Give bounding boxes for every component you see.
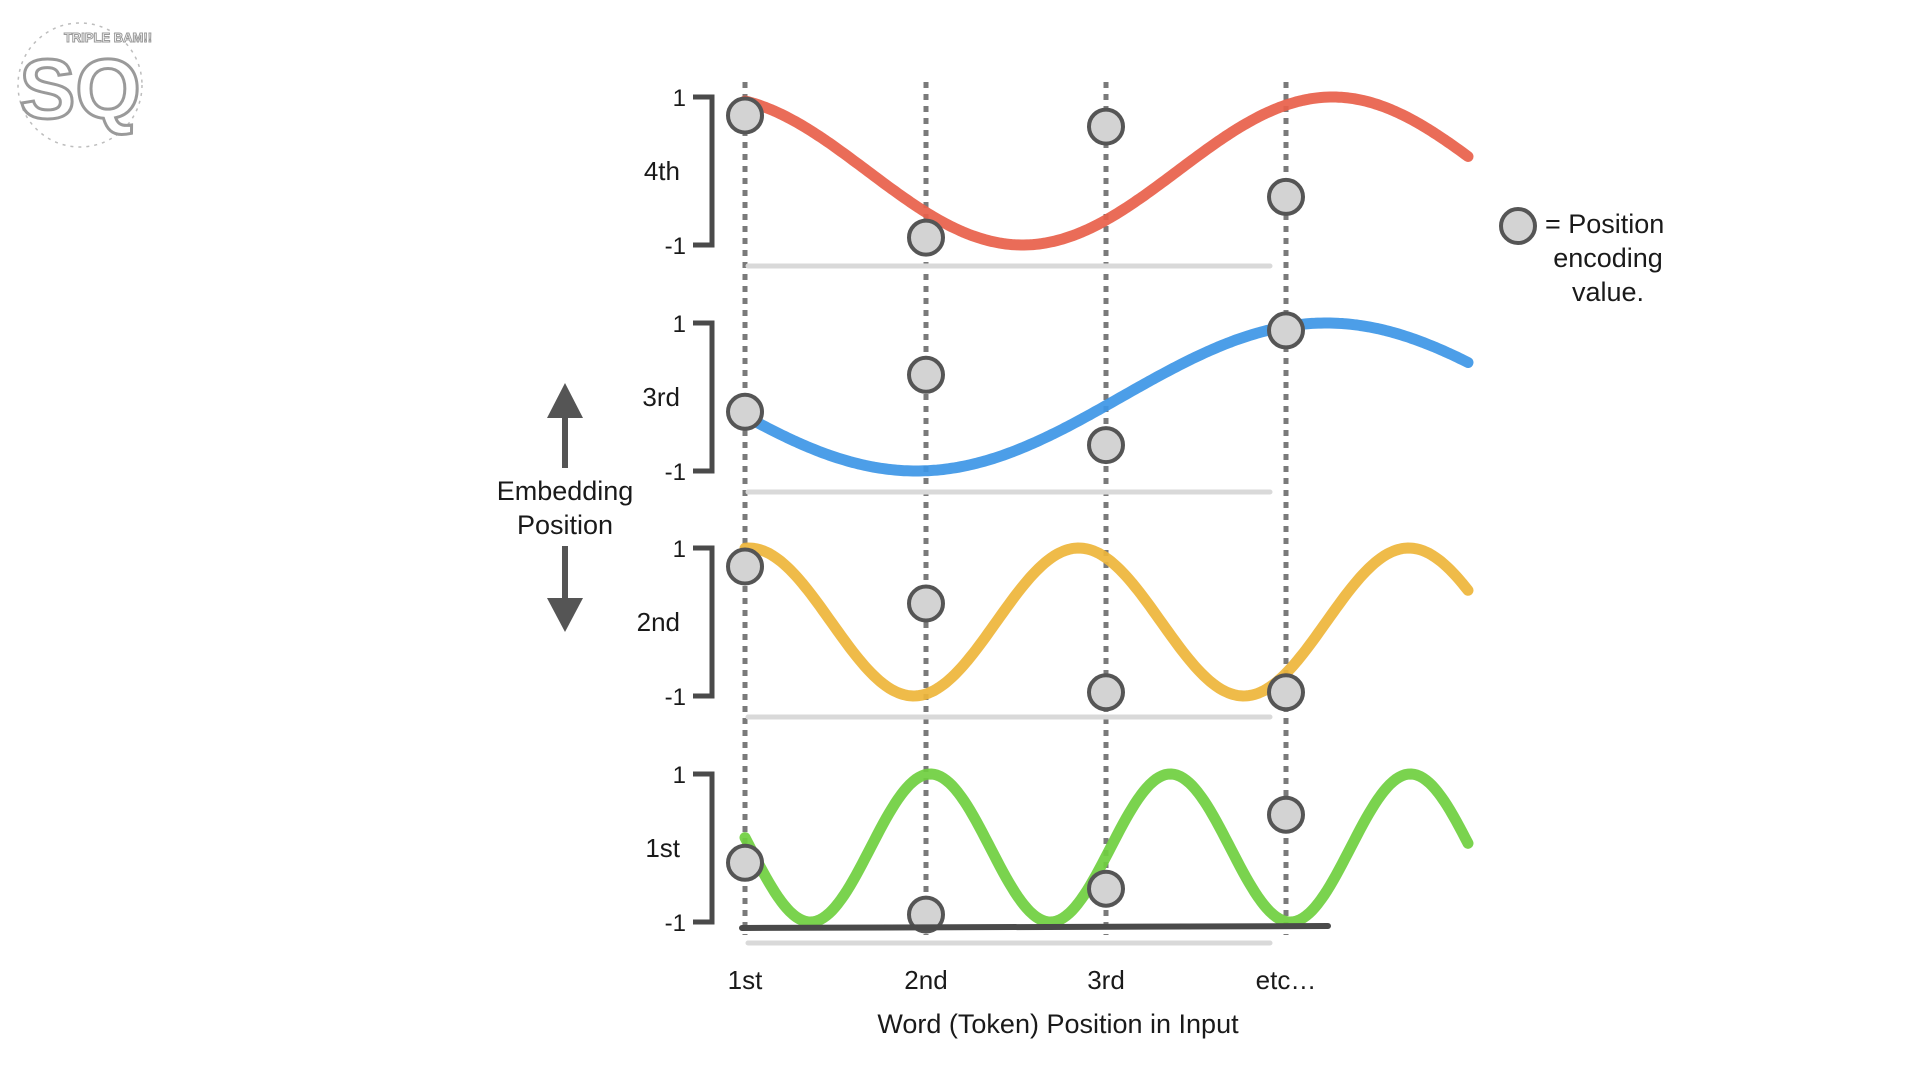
x-axis-title: Word (Token) Position in Input	[877, 1009, 1239, 1039]
position-marker-1st-2	[907, 895, 945, 934]
legend-line-1: = Position	[1545, 209, 1664, 239]
legend-marker-icon	[1499, 207, 1537, 245]
position-guide-lines	[742, 82, 1289, 935]
position-marker-4th-3	[1087, 107, 1125, 146]
wave-4th	[739, 91, 1474, 251]
panel-3rd: 1 -1 3rd	[642, 311, 1474, 495]
logo-text: SQ	[19, 42, 140, 136]
x-axis-line	[739, 923, 1331, 931]
legend: = Position encoding value.	[1499, 207, 1664, 307]
panel-2nd: 1 -1 2nd	[637, 536, 1474, 720]
y-max-label: 1	[673, 762, 686, 789]
position-markers	[726, 96, 1305, 934]
position-marker-2nd-3	[1087, 673, 1125, 712]
y-bracket	[693, 94, 715, 248]
x-tick-etc: etc…	[1256, 965, 1317, 995]
position-marker-3rd-1	[726, 392, 764, 431]
y-bracket	[693, 771, 715, 925]
y-min-label: -1	[665, 910, 686, 937]
wave-2nd	[739, 542, 1474, 702]
legend-line-3: value.	[1572, 277, 1644, 307]
logo: SQ TRIPLE BAM!!	[17, 22, 153, 148]
position-marker-1st-1	[726, 843, 764, 882]
position-marker-2nd-2	[907, 584, 945, 623]
y-max-label: 1	[673, 85, 686, 112]
panels: 1 -1 4th 1 -1 3rd 1 -1 2nd 1 -1 1st	[637, 85, 1474, 946]
x-tick-1st: 1st	[728, 965, 763, 995]
y-min-label: -1	[665, 684, 686, 711]
wave-1st	[739, 768, 1474, 928]
y-axis-title-line-2: Position	[517, 510, 613, 540]
arrow-up-icon	[547, 383, 583, 418]
panel-1st: 1 -1 1st	[645, 762, 1474, 946]
logo-tagline: TRIPLE BAM!!	[64, 30, 152, 45]
legend-line-2: encoding	[1553, 243, 1663, 273]
position-marker-3rd-2	[907, 355, 945, 394]
position-marker-4th-1	[726, 96, 764, 135]
y-min-label: -1	[665, 233, 686, 260]
position-marker-2nd-4	[1267, 673, 1305, 712]
position-marker-4th-4	[1267, 177, 1305, 216]
position-marker-2nd-1	[726, 547, 764, 586]
panel-label: 2nd	[637, 607, 680, 637]
position-marker-3rd-4	[1267, 311, 1305, 350]
position-marker-1st-4	[1267, 795, 1305, 834]
y-bracket	[693, 545, 715, 699]
position-marker-1st-3	[1087, 869, 1125, 908]
panel-label: 1st	[645, 833, 680, 863]
x-tick-3rd: 3rd	[1087, 965, 1125, 995]
y-bracket	[693, 320, 715, 474]
y-min-label: -1	[665, 459, 686, 486]
x-tick-2nd: 2nd	[904, 965, 947, 995]
panel-label: 4th	[644, 156, 680, 186]
y-max-label: 1	[673, 311, 686, 338]
arrow-down-icon	[547, 598, 583, 632]
panel-4th: 1 -1 4th	[644, 85, 1474, 269]
y-max-label: 1	[673, 536, 686, 563]
y-axis-title-line-1: Embedding	[497, 476, 634, 506]
position-marker-3rd-3	[1087, 426, 1125, 465]
position-marker-4th-2	[907, 218, 945, 257]
wave-3rd	[739, 317, 1474, 477]
embedding-position-axis: Embedding Position	[497, 383, 634, 632]
panel-label: 3rd	[642, 382, 680, 412]
